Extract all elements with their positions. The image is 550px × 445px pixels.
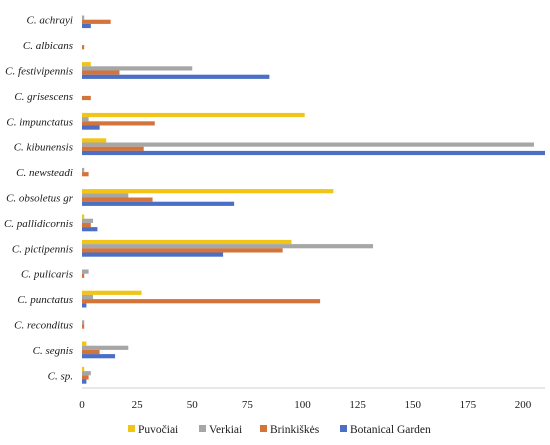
bar-c-segnis-brinki-k-s xyxy=(82,349,100,355)
category-label-c-achrayi: C. achrayi xyxy=(27,15,73,27)
bar-c-punctatus-verkiai xyxy=(82,294,94,300)
category-label-c-punctatus: C. punctatus xyxy=(17,294,73,306)
bar-c-newsteadi-brinki-k-s xyxy=(82,172,89,177)
bar-c-pallidicornis-botanical-garden xyxy=(82,227,98,232)
bar-c-impunctatus-verkiai xyxy=(82,117,89,122)
bar-c-grisescens-brinki-k-s xyxy=(82,95,91,101)
category-label-c-festivipennis: C. festivipennis xyxy=(5,66,73,78)
bar-c-kibunensis-brinki-k-s xyxy=(82,146,144,151)
bar-c-festivipennis-verkiai xyxy=(82,66,193,71)
bar-c-pictipennis-brinki-k-s xyxy=(82,248,283,253)
bar-c-segnis-botanical-garden xyxy=(82,354,116,359)
category-label-c-pictipennis: C. pictipennis xyxy=(12,243,73,255)
bar-c-pictipennis-verkiai xyxy=(82,244,374,249)
x-tick-label-25: 25 xyxy=(132,399,144,411)
x-tick-label-0: 0 xyxy=(79,399,85,411)
legend-label-puvo-iai: Puvočiai xyxy=(138,424,178,436)
bar-c-sp-puvo-iai xyxy=(82,366,85,372)
bar-c-reconditus-brinki-k-s xyxy=(82,324,85,329)
legend-swatch-verkiai xyxy=(199,425,206,432)
bar-c-achrayi-botanical-garden xyxy=(82,23,91,29)
legend-label-verkiai: Verkiai xyxy=(209,424,242,436)
bar-c-festivipennis-puvo-iai xyxy=(82,62,91,67)
bar-c-obsoletus-gr-botanical-garden xyxy=(82,201,235,206)
bar-c-kibunensis-verkiai xyxy=(82,142,534,147)
bar-c-sp-brinki-k-s xyxy=(82,375,89,380)
x-tick-labels: 0 25 50 75 100 125 150 175 200 xyxy=(79,399,531,411)
x-tick-label-175: 175 xyxy=(460,399,477,411)
bar-c-impunctatus-puvo-iai xyxy=(82,112,305,118)
x-tick-label-75: 75 xyxy=(242,399,254,411)
bar-c-pallidicornis-puvo-iai xyxy=(82,214,85,219)
category-label-c-segnis: C. segnis xyxy=(33,345,73,357)
category-label-c-impunctatus: C. impunctatus xyxy=(6,116,73,128)
bar-c-newsteadi-verkiai xyxy=(82,167,85,173)
bar-c-segnis-puvo-iai xyxy=(82,341,87,346)
bars-group xyxy=(82,15,545,384)
bar-c-sp-botanical-garden xyxy=(82,379,87,384)
legend-label-brinki-k-s: Brinkiškės xyxy=(270,424,320,436)
category-label-c-obsoletus-gr: C. obsoletus gr xyxy=(6,193,74,205)
category-label-c-pallidicornis: C. pallidicornis xyxy=(4,218,73,230)
bar-c-kibunensis-puvo-iai xyxy=(82,138,107,143)
bar-c-punctatus-brinki-k-s xyxy=(82,299,321,304)
x-tick-label-50: 50 xyxy=(187,399,199,411)
bar-c-pulicaris-brinki-k-s xyxy=(82,273,85,278)
category-label-c-grisescens: C. grisescens xyxy=(14,91,73,103)
legend-swatch-puvo-iai xyxy=(128,425,135,432)
category-label-c-albicans: C. albicans xyxy=(23,40,73,52)
bar-c-pulicaris-verkiai xyxy=(82,269,89,274)
legend-swatch-botanical-garden xyxy=(340,425,347,432)
bar-c-punctatus-botanical-garden xyxy=(82,303,87,308)
bar-c-albicans-brinki-k-s xyxy=(82,45,85,50)
bar-c-reconditus-verkiai xyxy=(82,320,85,325)
category-label-c-reconditus: C. reconditus xyxy=(14,320,73,332)
x-tick-label-125: 125 xyxy=(349,399,366,411)
category-label-c-newsteadi: C. newsteadi xyxy=(16,167,73,179)
x-tick-label-200: 200 xyxy=(515,399,532,411)
category-label-c-kibunensis: C. kibunensis xyxy=(14,142,73,154)
bar-c-kibunensis-botanical-garden xyxy=(82,150,545,156)
bar-c-impunctatus-botanical-garden xyxy=(82,125,100,130)
legend: Puvočiai Verkiai Brinkiškės Botanical Garde… xyxy=(128,424,431,436)
bar-c-sp-verkiai xyxy=(82,371,91,376)
category-labels: C. achrayi C. albicans C. festivipennis C. … xyxy=(4,15,74,383)
bar-c-segnis-verkiai xyxy=(82,345,129,350)
bar-c-obsoletus-gr-verkiai xyxy=(82,193,129,198)
bar-c-pictipennis-puvo-iai xyxy=(82,239,292,245)
bar-c-achrayi-verkiai xyxy=(82,15,85,20)
bar-c-obsoletus-gr-puvo-iai xyxy=(82,189,334,194)
category-label-c-sp: C. sp. xyxy=(48,370,73,382)
x-tick-label-150: 150 xyxy=(404,399,421,411)
bar-c-achrayi-brinki-k-s xyxy=(82,19,111,24)
category-label-c-pulicaris: C. pulicaris xyxy=(21,269,73,281)
x-tick-label-100: 100 xyxy=(294,399,311,411)
bar-c-obsoletus-gr-brinki-k-s xyxy=(82,197,153,202)
bar-c-pallidicornis-brinki-k-s xyxy=(82,222,91,228)
legend-label-botanical-garden: Botanical Garden xyxy=(350,424,431,436)
bar-c-pallidicornis-verkiai xyxy=(82,218,94,223)
bar-c-impunctatus-brinki-k-s xyxy=(82,121,155,126)
bar-c-festivipennis-botanical-garden xyxy=(82,74,270,79)
bar-c-festivipennis-brinki-k-s xyxy=(82,70,120,75)
bar-c-punctatus-puvo-iai xyxy=(82,290,142,295)
legend-swatch-brinki-k-s xyxy=(260,425,267,432)
bar-c-pictipennis-botanical-garden xyxy=(82,252,224,257)
